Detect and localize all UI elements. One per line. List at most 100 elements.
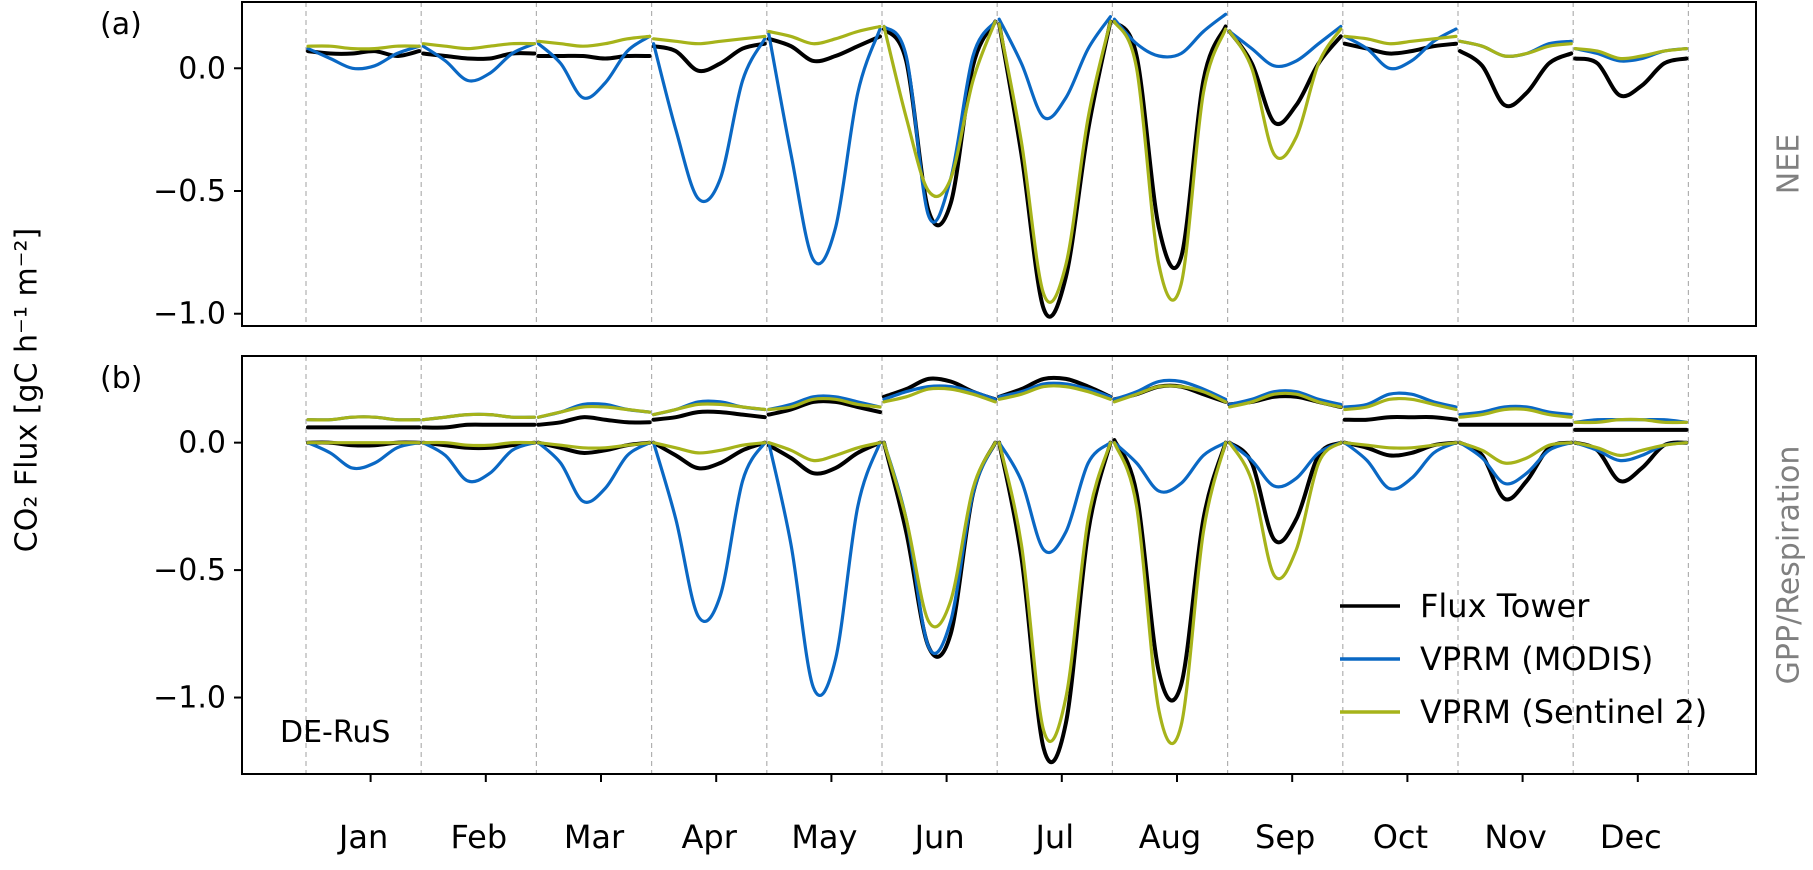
series-line-vprm-sentinel-2-sep	[1228, 27, 1343, 160]
series-line-vprm-sentinel-2-gpp-apr	[652, 441, 767, 455]
plot-frame	[241, 1, 1757, 327]
series-line-vprm-modis-gpp-feb	[421, 441, 536, 484]
series-line-flux-tower-respiration-jul	[997, 375, 1113, 399]
series-line-flux-tower-respiration-mar	[536, 415, 652, 427]
series-line-vprm-sentinel-2-jul	[997, 20, 1112, 304]
legend: Flux Tower VPRM (MODIS) VPRM (Sentinel 2)	[1340, 587, 1707, 731]
series-line-flux-tower-jan	[306, 49, 422, 58]
x-tick-label-jan: Jan	[337, 818, 388, 856]
series-line-vprm-modis-mar	[536, 34, 652, 100]
series-line-flux-tower-jul	[997, 19, 1113, 319]
series-line-vprm-sentinel-2-gpp-may	[767, 441, 882, 463]
series-line-vprm-modis-may	[767, 27, 882, 266]
series-line-vprm-sentinel-2-feb	[421, 41, 536, 51]
series-line-flux-tower-gpp-aug	[1112, 438, 1228, 703]
series-line-vprm-modis-sep	[1228, 24, 1343, 69]
series-line-vprm-sentinel-2-oct	[1343, 34, 1458, 46]
series-line-vprm-sentinel-2-aug	[1112, 20, 1228, 302]
series-line-vprm-sentinel-2-jan	[306, 44, 421, 51]
series-line-vprm-sentinel-2-respiration-feb	[421, 412, 536, 422]
series-line-vprm-modis-gpp-apr	[652, 441, 767, 623]
series-line-vprm-sentinel-2-gpp-sep	[1228, 441, 1343, 581]
series-line-vprm-sentinel-2-respiration-jun	[882, 386, 997, 404]
series-line-vprm-sentinel-2-gpp-aug	[1112, 441, 1228, 746]
series-line-vprm-modis-gpp-nov	[1458, 441, 1573, 486]
y-tick-label: −0.5	[153, 174, 226, 209]
series-line-vprm-sentinel-2-gpp-feb	[421, 440, 536, 448]
series-line-vprm-sentinel-2-respiration-apr	[652, 402, 767, 417]
series-line-flux-tower-dec	[1573, 56, 1689, 99]
panel-a-side-label: NEE	[1772, 134, 1807, 194]
panel-b-side-label: GPP/Respiration	[1772, 446, 1807, 685]
x-tick-label-sep: Sep	[1255, 818, 1315, 856]
series-line-vprm-sentinel-2-gpp-nov	[1458, 441, 1573, 465]
series-line-vprm-modis-respiration-nov	[1458, 404, 1573, 417]
panel-a-nee: 0.0 −0.5 −1.0 (a) NEE	[100, 1, 1807, 332]
legend-label-flux-tower: Flux Tower	[1420, 587, 1590, 625]
series-line-vprm-sentinel-2-nov	[1458, 39, 1573, 58]
x-tick-label-mar: Mar	[564, 818, 625, 856]
series-line-vprm-modis-feb	[421, 42, 536, 83]
series-line-flux-tower-respiration-oct	[1342, 414, 1458, 422]
series-line-vprm-sentinel-2-gpp-oct	[1343, 441, 1458, 450]
series-line-flux-tower-gpp-jul	[997, 440, 1113, 764]
series-line-vprm-sentinel-2-mar	[536, 34, 652, 48]
series-line-flux-tower-respiration-feb	[421, 422, 537, 430]
series-line-flux-tower-respiration-may	[766, 399, 882, 417]
series-line-vprm-modis-gpp-may	[767, 441, 882, 697]
series-line-vprm-sentinel-2-respiration-nov	[1458, 407, 1573, 419]
y-tick-label: −1.0	[153, 297, 226, 332]
legend-label-vprm-sentinel-2: VPRM (Sentinel 2)	[1420, 693, 1707, 731]
series-line-vprm-modis-respiration-jun	[882, 384, 997, 401]
x-tick-label-apr: Apr	[682, 818, 738, 856]
series-line-vprm-modis-gpp-jan	[306, 441, 421, 471]
series-line-vprm-sentinel-2-respiration-aug	[1112, 384, 1228, 404]
series-line-vprm-modis-apr	[652, 37, 767, 204]
y-tick-label: 0.0	[178, 426, 226, 461]
series-line-vprm-modis-respiration-jul	[997, 381, 1112, 399]
series-line-vprm-sentinel-2-jun	[882, 20, 997, 199]
series-line-flux-tower-gpp-may	[766, 440, 882, 476]
site-label: DE-RuS	[280, 715, 390, 750]
x-tick-label-feb: Feb	[450, 818, 507, 856]
series-line-vprm-sentinel-2-respiration-may	[767, 396, 882, 412]
series-line-flux-tower-gpp-feb	[421, 440, 537, 451]
legend-label-vprm-modis: VPRM (MODIS)	[1420, 640, 1653, 678]
series-line-flux-tower-mar	[536, 53, 652, 61]
x-tick-label-jun: Jun	[913, 818, 965, 856]
series-line-vprm-modis-gpp-jul	[997, 441, 1112, 555]
series-line-vprm-sentinel-2-respiration-sep	[1228, 391, 1343, 409]
series-line-vprm-sentinel-2-respiration-mar	[536, 404, 652, 419]
panel-b-tag: (b)	[100, 361, 142, 396]
series-line-vprm-modis-jun	[882, 20, 997, 224]
series-line-vprm-modis-respiration-sep	[1228, 389, 1343, 406]
series-line-vprm-sentinel-2-apr	[652, 34, 767, 46]
series-line-vprm-modis-jan	[306, 44, 421, 71]
series-line-vprm-modis-respiration-may	[767, 394, 882, 412]
series-line-vprm-modis-gpp-sep	[1228, 441, 1343, 489]
series-line-vprm-sentinel-2-respiration-dec	[1573, 417, 1688, 425]
series-line-vprm-modis-jul	[997, 15, 1112, 121]
panel-b-gpp-respiration: 0.0 −0.5 −1.0 Jan Feb Mar Apr May Jun Jul Aug Sep O…	[100, 355, 1807, 856]
series-line-vprm-sentinel-2-respiration-jul	[997, 384, 1112, 401]
series-line-vprm-sentinel-2-gpp-jul	[997, 441, 1112, 744]
y-tick-label: 0.0	[178, 51, 226, 86]
series-line-flux-tower-gpp-apr	[651, 440, 767, 471]
y-axis-label: CO₂ Flux [gC h⁻¹ m⁻²]	[10, 228, 45, 552]
series-line-vprm-modis-gpp-aug	[1112, 441, 1228, 494]
series-line-vprm-modis-respiration-oct	[1343, 391, 1458, 409]
series-line-vprm-sentinel-2-gpp-mar	[536, 441, 652, 450]
series-line-vprm-modis-respiration-aug	[1112, 378, 1228, 401]
series-line-vprm-modis-gpp-mar	[536, 441, 652, 504]
panel-a-tag: (a)	[100, 7, 142, 42]
x-tick-label-oct: Oct	[1373, 818, 1428, 856]
series-line-vprm-sentinel-2-may	[767, 24, 882, 46]
series-line-flux-tower-respiration-apr	[651, 409, 767, 422]
series-line-vprm-sentinel-2-respiration-oct	[1343, 396, 1458, 412]
x-tick-label-nov: Nov	[1484, 818, 1546, 856]
series-line-flux-tower-apr	[651, 41, 767, 74]
series-line-flux-tower-gpp-nov	[1458, 440, 1574, 502]
series-line-flux-tower-may	[766, 34, 882, 64]
x-tick-label-aug: Aug	[1139, 818, 1201, 856]
